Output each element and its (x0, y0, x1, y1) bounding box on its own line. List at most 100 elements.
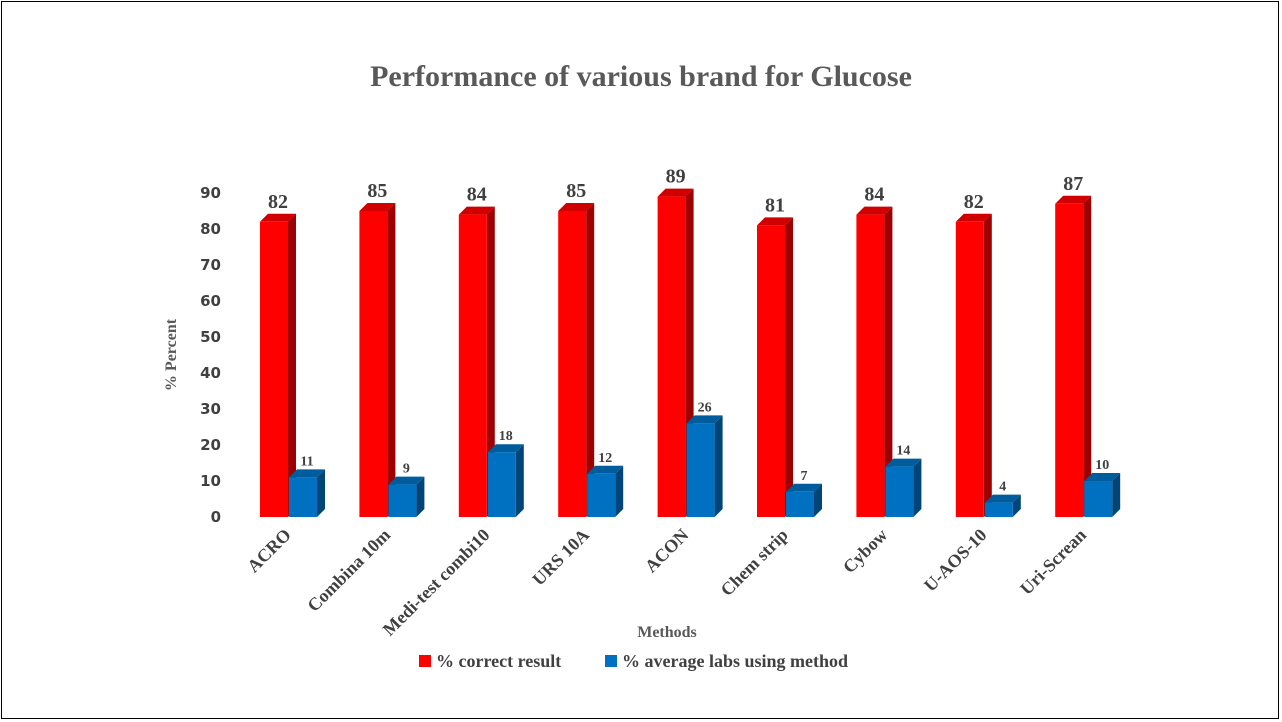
bar-correct-result (757, 217, 793, 517)
bar-front (558, 211, 587, 517)
x-tick-label: ACON (641, 525, 693, 577)
bar-front (260, 221, 288, 518)
bar-correct-result (359, 203, 396, 517)
y-tick-label: 10 (200, 472, 221, 490)
legend-swatch (419, 655, 431, 667)
bar-average-labs (885, 458, 922, 517)
bar-side (615, 465, 624, 517)
bar-average-labs (1084, 473, 1121, 517)
bar-front (487, 452, 516, 517)
bar-side (317, 469, 325, 517)
y-tick-label: 0 (211, 508, 221, 526)
bar-front (757, 225, 785, 517)
y-tick-label: 80 (200, 220, 221, 238)
bar-side (884, 206, 893, 517)
bar-front (458, 214, 487, 517)
bar-side (814, 483, 822, 517)
data-label-correct-result: 85 (367, 180, 387, 202)
bar-side (714, 415, 723, 517)
chart-title: Performance of various brand for Glucose (370, 60, 912, 93)
bar-side (785, 217, 793, 517)
bar-average-labs (289, 469, 325, 517)
y-tick-label: 50 (200, 328, 221, 346)
bar-top (587, 465, 624, 474)
bar-average-labs (984, 494, 1021, 517)
data-label-correct-result: 85 (566, 180, 586, 202)
x-axis-label: Methods (637, 624, 697, 641)
bar-front (1055, 203, 1084, 518)
bar-top (955, 213, 992, 222)
bar-top (289, 469, 325, 478)
x-tick-label: Chem strip (717, 525, 792, 600)
bar-side (1012, 494, 1021, 517)
bar-top (260, 213, 296, 222)
bar-front (657, 196, 686, 517)
bar-correct-result (1055, 195, 1092, 518)
data-label-correct-result: 84 (864, 184, 884, 206)
bar-average-labs (487, 444, 524, 517)
bar-side (1112, 473, 1121, 517)
bar-side (586, 203, 595, 517)
bar-average-labs (686, 415, 723, 517)
bar-front (1084, 481, 1113, 517)
y-tick-label: 40 (200, 364, 221, 382)
bar-side (288, 213, 296, 518)
data-label-average-labs: 14 (896, 444, 910, 459)
x-tick-label: Cybow (839, 525, 891, 577)
data-label-average-labs: 4 (999, 480, 1006, 495)
bar-front (686, 423, 715, 517)
bar-top (856, 206, 893, 215)
bar-front (885, 466, 914, 517)
data-label-average-labs: 9 (403, 462, 410, 477)
data-label-correct-result: 81 (765, 194, 785, 216)
x-tick-label: URS 10A (528, 525, 593, 590)
bar-front (856, 214, 885, 517)
bar-correct-result (260, 213, 296, 518)
x-tick-label: Medi-test combi10 (379, 525, 494, 640)
data-label-average-labs: 7 (801, 469, 808, 484)
bar-top (757, 217, 793, 226)
data-label-correct-result: 84 (467, 184, 487, 206)
bar-correct-result (856, 206, 893, 517)
legend-label: % correct result (436, 651, 561, 671)
legend-item-correct-result: % correct result (419, 651, 561, 671)
data-label-correct-result: 82 (964, 191, 984, 213)
bar-top (885, 458, 922, 467)
bar-front (289, 477, 317, 517)
bar-front (388, 484, 417, 517)
bar-top (1084, 473, 1121, 481)
data-label-average-labs: 26 (698, 400, 712, 415)
bar-top (558, 203, 595, 211)
bar-top (657, 188, 694, 197)
bar-side (515, 444, 524, 517)
bar-average-labs (388, 476, 425, 517)
data-label-correct-result: 82 (268, 191, 288, 213)
bar-correct-result (458, 206, 495, 517)
x-tick-label: Combina 10m (303, 525, 394, 616)
data-label-average-labs: 11 (300, 454, 313, 469)
x-tick-label: Uri-Screan (1016, 525, 1090, 599)
legend-swatch (605, 655, 617, 667)
data-label-correct-result: 89 (666, 166, 686, 188)
data-label-average-labs: 12 (598, 451, 612, 466)
bar-front (786, 491, 814, 517)
x-tick-label: ACRO (243, 525, 295, 577)
y-tick-label: 60 (200, 292, 221, 310)
bar-front (984, 502, 1013, 517)
bar-front (587, 473, 616, 517)
bar-average-labs (587, 465, 624, 517)
bar-correct-result (955, 213, 992, 518)
bar-top (984, 494, 1021, 503)
data-label-average-labs: 18 (499, 429, 513, 444)
bar-top (487, 444, 524, 453)
bar-top (388, 476, 425, 485)
y-tick-label: 70 (200, 256, 221, 274)
bar-side (913, 458, 922, 517)
bar-average-labs (786, 483, 822, 517)
y-tick-label: 90 (200, 184, 221, 202)
bar-top (458, 206, 495, 215)
y-tick-label: 30 (200, 400, 221, 418)
legend-label: % average labs using method (622, 651, 848, 671)
bar-top (786, 483, 822, 492)
